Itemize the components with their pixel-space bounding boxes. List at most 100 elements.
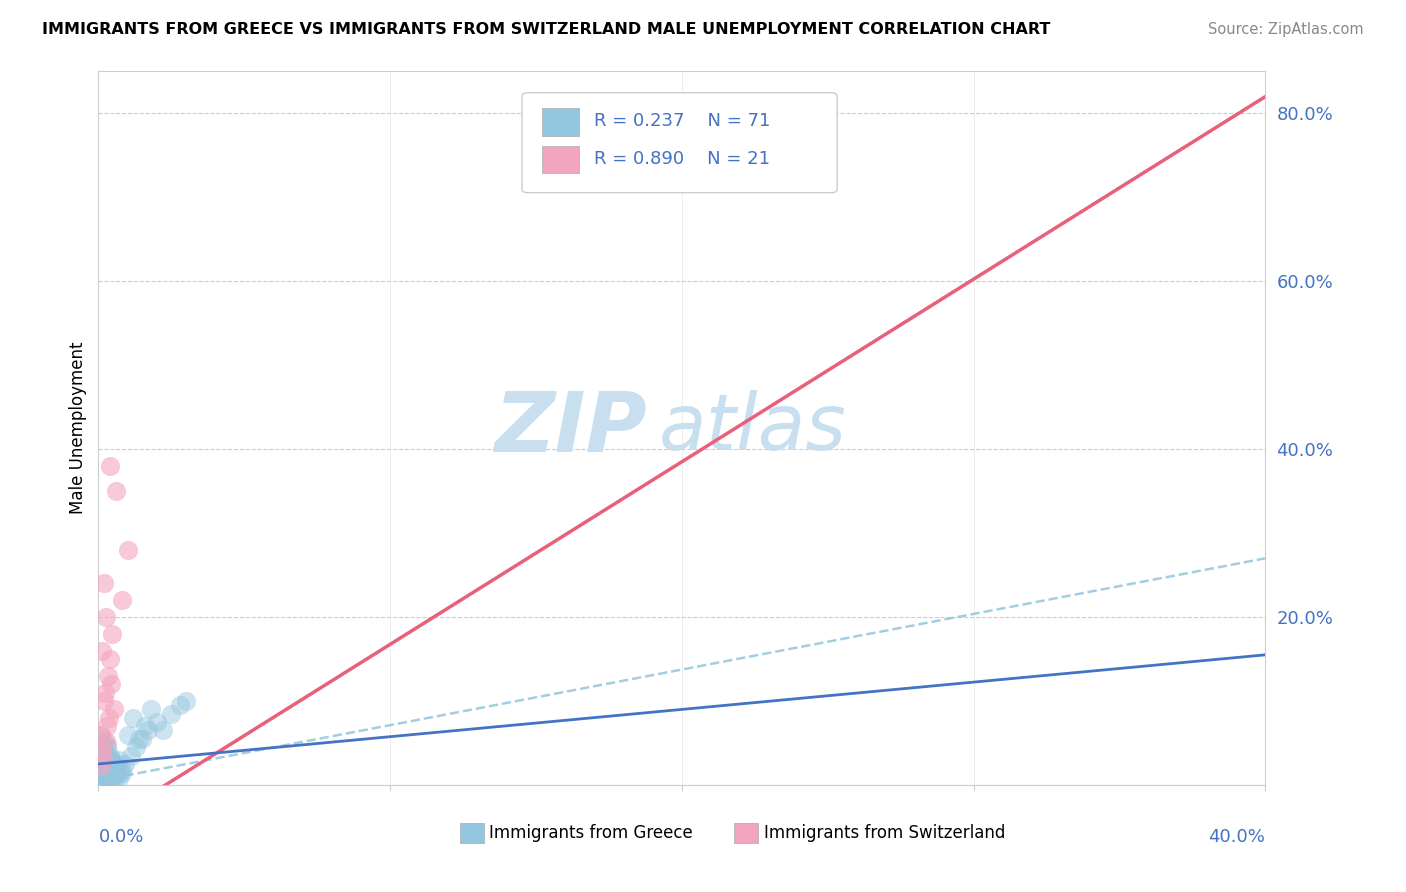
Point	[96, 759, 118, 773]
Text: Immigrants from Switzerland: Immigrants from Switzerland	[763, 824, 1005, 842]
Text: 40.0%: 40.0%	[1209, 828, 1265, 846]
Point	[117, 542, 139, 557]
Point	[160, 706, 183, 721]
Point	[125, 740, 148, 755]
Point	[169, 698, 191, 713]
Point	[100, 677, 122, 691]
Point	[90, 764, 112, 779]
Bar	[541, 146, 579, 173]
Point	[104, 761, 127, 775]
Text: R = 0.237    N = 71: R = 0.237 N = 71	[595, 112, 770, 130]
Point	[90, 736, 112, 750]
Point	[96, 768, 118, 782]
Point	[98, 756, 121, 771]
Point	[101, 768, 124, 782]
Point	[104, 770, 127, 784]
Point	[174, 694, 197, 708]
Point	[94, 610, 117, 624]
Point	[97, 711, 120, 725]
Point	[93, 746, 115, 760]
Point	[117, 728, 139, 742]
Point	[90, 755, 112, 769]
Point	[96, 771, 118, 785]
Point	[96, 770, 118, 784]
Point	[96, 769, 118, 783]
Point	[136, 723, 159, 738]
Point	[128, 731, 150, 746]
Y-axis label: Male Unemployment: Male Unemployment	[69, 342, 87, 515]
Point	[101, 768, 124, 782]
Point	[96, 719, 118, 733]
Point	[93, 738, 115, 752]
Point	[94, 685, 117, 699]
Point	[114, 756, 136, 771]
Point	[98, 768, 121, 782]
Point	[98, 458, 121, 473]
Point	[98, 652, 121, 666]
Point	[90, 728, 112, 742]
Point	[93, 748, 115, 763]
Point	[152, 723, 174, 738]
Point	[93, 747, 115, 762]
Text: Source: ZipAtlas.com: Source: ZipAtlas.com	[1208, 22, 1364, 37]
Point	[104, 765, 127, 780]
Point	[101, 771, 124, 785]
Point	[98, 749, 121, 764]
Text: atlas: atlas	[658, 390, 846, 467]
Point	[98, 763, 121, 777]
Point	[108, 771, 131, 785]
Point	[90, 759, 112, 773]
Point	[101, 757, 124, 772]
Point	[90, 756, 112, 771]
FancyBboxPatch shape	[522, 93, 837, 193]
Point	[96, 765, 118, 780]
Bar	[734, 823, 758, 844]
Point	[96, 763, 118, 777]
Point	[90, 744, 112, 758]
Point	[96, 740, 118, 755]
Point	[93, 746, 115, 760]
Point	[103, 702, 125, 716]
Point	[91, 751, 114, 765]
Point	[93, 774, 115, 789]
Point	[97, 669, 120, 683]
Point	[93, 753, 115, 767]
Point	[94, 734, 117, 748]
Point	[108, 753, 131, 767]
Point	[111, 593, 134, 607]
Point	[101, 756, 124, 771]
Point	[90, 770, 112, 784]
Point	[98, 751, 121, 765]
Point	[108, 763, 131, 777]
Point	[139, 702, 162, 716]
Point	[96, 773, 118, 788]
Point	[93, 576, 115, 591]
Text: IMMIGRANTS FROM GREECE VS IMMIGRANTS FROM SWITZERLAND MALE UNEMPLOYMENT CORRELAT: IMMIGRANTS FROM GREECE VS IMMIGRANTS FRO…	[42, 22, 1050, 37]
Point	[93, 742, 115, 756]
Bar	[541, 109, 579, 136]
Text: 0.0%: 0.0%	[98, 828, 143, 846]
Text: ZIP: ZIP	[495, 388, 647, 468]
Bar	[460, 823, 484, 844]
Point	[134, 719, 156, 733]
Point	[120, 748, 142, 763]
Point	[104, 761, 127, 775]
Point	[93, 744, 115, 758]
Point	[98, 771, 121, 785]
Point	[90, 734, 112, 748]
Point	[90, 643, 112, 657]
Point	[101, 755, 124, 769]
Point	[93, 694, 115, 708]
Point	[90, 741, 112, 756]
Point	[111, 766, 134, 780]
Point	[90, 744, 112, 758]
Point	[96, 738, 118, 752]
Point	[111, 763, 134, 777]
Point	[93, 736, 115, 750]
Text: R = 0.890    N = 21: R = 0.890 N = 21	[595, 150, 770, 168]
Point	[98, 764, 121, 779]
Point	[101, 627, 124, 641]
Point	[90, 761, 112, 775]
Point	[98, 770, 121, 784]
Point	[93, 742, 115, 756]
